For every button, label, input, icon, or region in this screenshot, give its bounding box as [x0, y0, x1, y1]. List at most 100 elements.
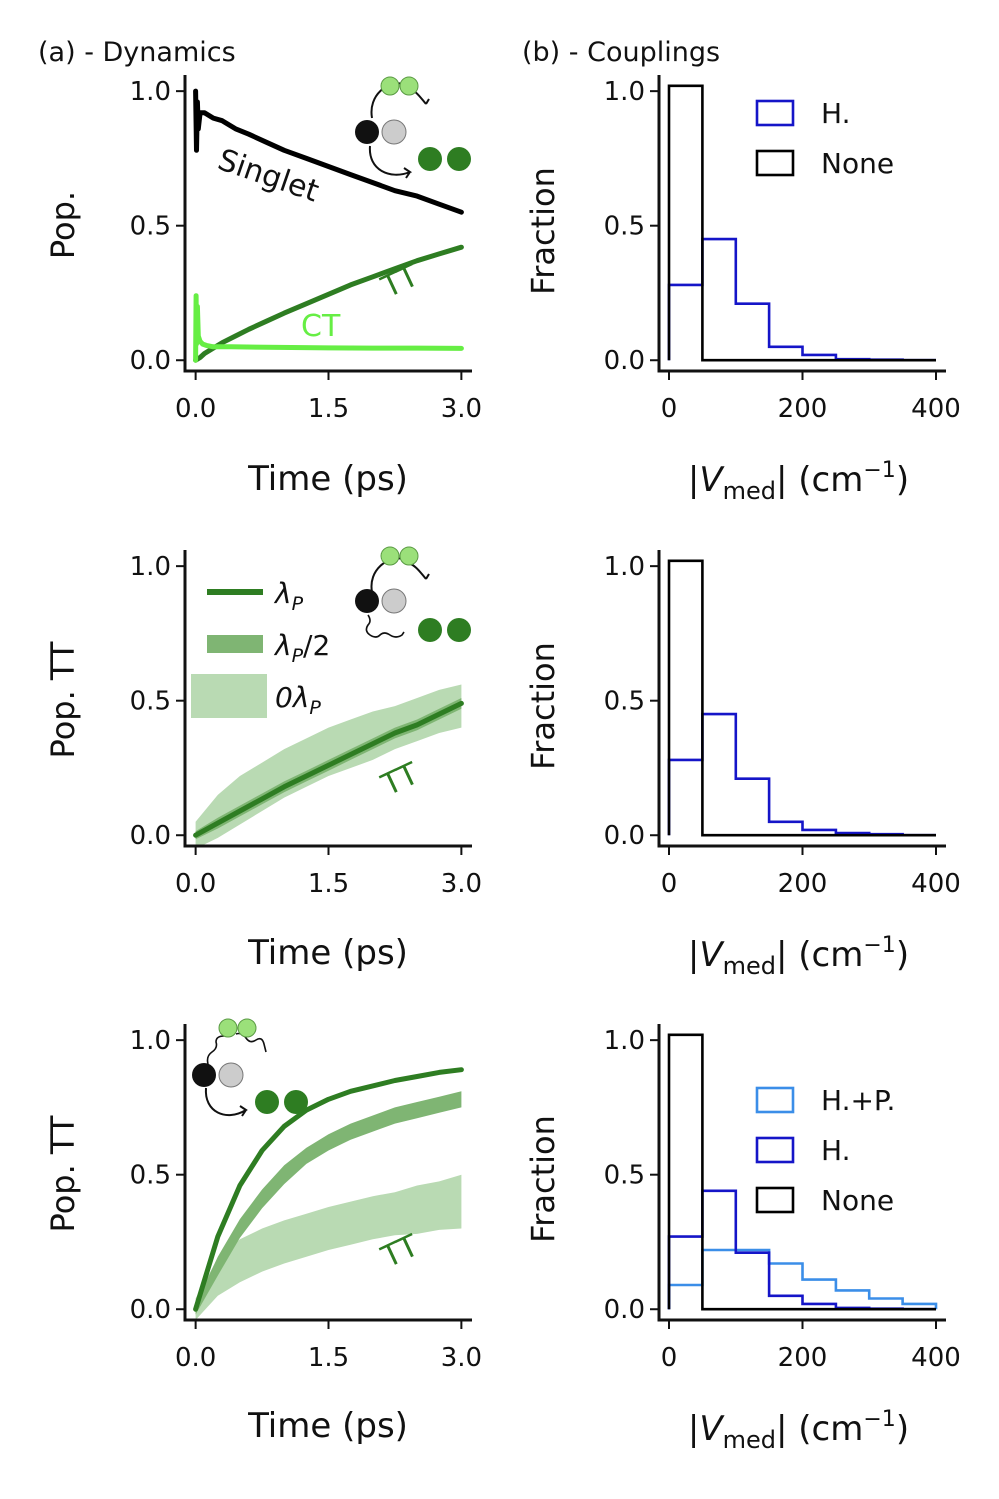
xlabel-v: V — [699, 460, 725, 500]
legend-wide-swatch — [191, 674, 267, 718]
dynamics-plot-3: Pop. TT Time (ps) 0.0 1.5 3.00.00.51.0 TT — [44, 1018, 482, 1446]
legend-swatch — [755, 99, 795, 127]
xlabel-hist3: |Vmed| (cm−1) — [688, 1407, 909, 1454]
series--p-2-band — [195, 698, 462, 840]
ylabel-dyn1: Pop. — [44, 191, 82, 259]
x-axis-label: |Vmed| (cm−1) — [688, 933, 909, 980]
series--p-2-band — [195, 1091, 462, 1315]
y-tick-label: 0.5 — [130, 212, 171, 242]
ground-molecule-icon — [218, 1062, 244, 1088]
histogram-none — [667, 559, 936, 837]
triplet-b-icon — [447, 618, 471, 642]
ylabel-hist2: Fraction — [524, 642, 562, 770]
x-tick-label: 0.0 — [175, 1343, 216, 1373]
triplet-a-icon — [418, 147, 442, 171]
panel-a-label: (a) - Dynamics — [38, 37, 236, 68]
legend-hist1: H. None — [755, 97, 894, 180]
triplet-a-icon — [418, 618, 442, 642]
series--p-line — [193, 700, 464, 838]
legend-label: None — [821, 147, 894, 180]
cation-icon — [380, 76, 400, 96]
x-tick-label: 0 — [661, 1343, 678, 1373]
x-tick-label: 0.0 — [175, 394, 216, 424]
xlabel-sup: −1 — [863, 458, 895, 483]
xlabel-sub: med — [723, 477, 776, 505]
x-tick-label: 0 — [661, 394, 678, 424]
series-tt-line — [193, 244, 464, 363]
x-tick-label: 3.0 — [441, 869, 482, 899]
cation-icon — [218, 1018, 238, 1038]
legend-lambda: 0λ — [275, 681, 309, 714]
y-tick-label: 0.0 — [130, 1295, 171, 1325]
ground-molecule-icon — [381, 588, 407, 614]
y-tick-label: 0.5 — [604, 1161, 645, 1191]
xlabel-close: | (cm — [776, 1409, 863, 1449]
y-tick-label: 0.5 — [130, 1161, 171, 1191]
x-tick-label: 0 — [661, 869, 678, 899]
scheme-arrow-ct — [370, 82, 405, 119]
dynamics-plot-2: Pop. TT Time (ps) 0.0 1.5 3.00.00.51.0 TT … — [44, 546, 482, 973]
legend-swatch — [755, 1086, 795, 1114]
x-tick-label: 3.0 — [441, 394, 482, 424]
x-tick-label: 400 — [911, 394, 961, 424]
label-ct: CT — [301, 309, 341, 344]
x-axis-label: |Vmed| (cm−1) — [688, 458, 909, 505]
legend-lambda: λ — [273, 577, 292, 610]
series-0-p-band — [195, 1174, 462, 1320]
legend-label: H. — [821, 1134, 850, 1167]
cation-icon — [380, 546, 400, 566]
y-tick-label: 0.5 — [604, 212, 645, 242]
histogram-h — [667, 237, 936, 362]
scheme-arrow-tt — [368, 145, 413, 179]
marks-dyn2 — [193, 684, 464, 846]
singlet-molecule-icon — [355, 589, 379, 613]
marks-dyn1 — [193, 88, 464, 363]
y-tick-label: 0.5 — [130, 687, 171, 717]
legend-sub: P — [309, 697, 321, 719]
label-singlet: Singlet — [213, 142, 323, 209]
marks-dyn3 — [193, 1067, 464, 1320]
series-singlet-line — [193, 88, 464, 215]
xlabel-open: | — [688, 935, 699, 975]
xlabel-end: ) — [896, 460, 909, 500]
xlabel-dyn2: Time (ps) — [247, 933, 408, 973]
marks-hist1 — [667, 84, 936, 362]
y-tick-label: 0.0 — [604, 1295, 645, 1325]
x-tick-label: 1.5 — [308, 1343, 349, 1373]
legend-swatch — [755, 1186, 795, 1214]
triplet-a-icon — [255, 1090, 279, 1114]
legend-hist3: H.+P. H. None — [755, 1084, 895, 1217]
axes-dyn3: 0.0 1.5 3.0 0.0 0.5 1.0 — [130, 1024, 482, 1373]
series--p-line — [193, 1067, 464, 1312]
legend-band-swatch — [207, 635, 263, 653]
scheme-inset-3 — [192, 1018, 308, 1117]
marks-hist2 — [667, 559, 936, 837]
y-tick-label: 1.0 — [604, 77, 645, 107]
y-tick-label: 1.0 — [604, 552, 645, 582]
xlabel-dyn3: Time (ps) — [247, 1406, 408, 1446]
xlabel-hist1: |Vmed| (cm−1) — [688, 458, 909, 505]
xlabel-sub: med — [723, 1426, 776, 1454]
histogram-none — [667, 84, 936, 362]
anion-icon — [237, 1018, 257, 1038]
xlabel-close: | (cm — [776, 460, 863, 500]
legend-sub: P — [292, 645, 304, 667]
x-tick-label: 200 — [778, 869, 828, 899]
legend-label: λP/2 — [273, 629, 330, 667]
legend-label: None — [821, 1184, 894, 1217]
y-tick-label: 0.0 — [130, 346, 171, 376]
label-tt-dyn1: TT — [376, 258, 425, 306]
xlabel-end: ) — [896, 935, 909, 975]
legend-tail: /2 — [303, 629, 330, 662]
xlabel-open: | — [688, 460, 699, 500]
marks-hist3 — [667, 1033, 938, 1311]
triplet-b-icon — [447, 147, 471, 171]
axes-hist1: 0 200 400 0.0 0.5 1.0 — [604, 75, 961, 424]
label-tt-dyn2: TT — [376, 756, 425, 804]
singlet-molecule-icon — [355, 120, 379, 144]
axes-hist2: 0 200 400 0.0 0.5 1.0 — [604, 550, 961, 899]
axes-dyn1: 0.0 1.5 3.0 0.0 0.5 1.0 — [130, 75, 482, 424]
panel-b-label: (b) - Couplings — [522, 37, 720, 68]
histogram-h — [667, 712, 936, 837]
anion-icon — [399, 76, 419, 96]
